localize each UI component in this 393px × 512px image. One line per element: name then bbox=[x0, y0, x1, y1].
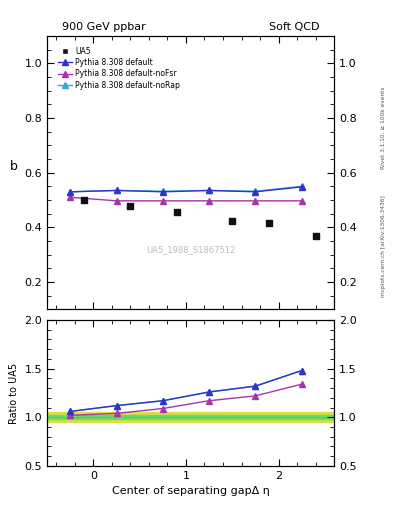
Text: UA5_1988_S1867512: UA5_1988_S1867512 bbox=[146, 245, 235, 254]
Text: Rivet 3.1.10, ≥ 100k events: Rivet 3.1.10, ≥ 100k events bbox=[381, 87, 386, 169]
Point bbox=[229, 217, 235, 225]
Y-axis label: Ratio to UA5: Ratio to UA5 bbox=[9, 362, 19, 423]
Bar bbox=[47, 412, 334, 422]
X-axis label: Center of separating gapΔ η: Center of separating gapΔ η bbox=[112, 486, 270, 496]
Point bbox=[174, 208, 180, 217]
Point bbox=[312, 231, 319, 240]
Text: Soft QCD: Soft QCD bbox=[269, 23, 320, 32]
Text: 900 GeV ppbar: 900 GeV ppbar bbox=[61, 23, 145, 32]
Bar bbox=[47, 415, 334, 419]
Legend: UA5, Pythia 8.308 default, Pythia 8.308 default-noFsr, Pythia 8.308 default-noRa: UA5, Pythia 8.308 default, Pythia 8.308 … bbox=[57, 45, 182, 91]
Point bbox=[266, 219, 272, 227]
Point bbox=[127, 201, 134, 209]
Y-axis label: b: b bbox=[9, 160, 17, 173]
Point bbox=[81, 196, 87, 204]
Text: mcplots.cern.ch [arXiv:1306.3436]: mcplots.cern.ch [arXiv:1306.3436] bbox=[381, 195, 386, 296]
